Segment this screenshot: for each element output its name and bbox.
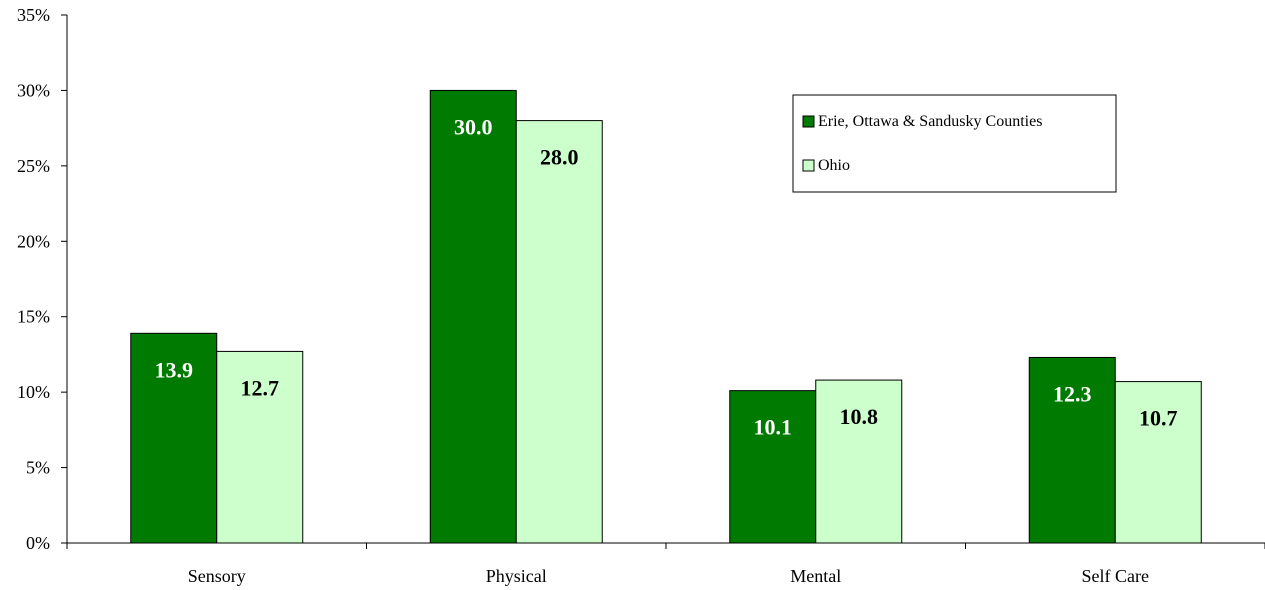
data-label: 28.0: [540, 145, 579, 170]
data-label: 13.9: [155, 357, 194, 382]
bar-ohio: [216, 350, 304, 544]
x-tick-label: Mental: [790, 566, 841, 586]
bar-ohio: [515, 120, 603, 544]
data-labels: 13.9 12.7 30.0 28.0 10.1 10.8 12.3 10.7: [155, 114, 1178, 439]
legend-swatch: [802, 159, 815, 172]
y-tick-label: 5%: [26, 458, 50, 478]
x-tick-label: Sensory: [188, 566, 246, 586]
y-tick-label: 35%: [17, 5, 50, 25]
legend: Erie, Ottawa & Sandusky Counties Ohio: [792, 94, 1117, 193]
x-tick-label: Physical: [486, 566, 547, 586]
y-tick-label: 10%: [17, 382, 50, 402]
legend-label: Ohio: [818, 157, 850, 174]
y-tick-label: 15%: [17, 307, 50, 327]
bar-counties: [130, 332, 218, 544]
bar-ohio: [1114, 381, 1202, 544]
bar-counties: [729, 390, 817, 544]
axes: 0% 5% 10% 15% 20% 25% 30% 35% Sensory Physical Men…: [17, 5, 1265, 586]
data-label: 30.0: [454, 114, 493, 139]
y-tick-label: 25%: [17, 156, 50, 176]
y-tick-label: 0%: [26, 533, 50, 553]
bars: [130, 89, 1202, 544]
bar-ohio: [815, 379, 903, 544]
data-label: 10.8: [840, 404, 879, 429]
bar-counties: [429, 89, 517, 544]
data-label: 12.7: [241, 375, 280, 400]
legend-label: Erie, Ottawa & Sandusky Counties: [818, 113, 1042, 130]
legend-box: [792, 94, 1117, 193]
data-label: 10.1: [754, 415, 793, 440]
legend-swatch: [802, 115, 815, 128]
bar-counties: [1028, 356, 1116, 544]
x-tick-label: Self Care: [1082, 566, 1149, 586]
data-label: 12.3: [1053, 381, 1092, 406]
y-tick-label: 20%: [17, 231, 50, 251]
y-tick-label: 30%: [17, 80, 50, 100]
data-label: 10.7: [1139, 406, 1178, 431]
